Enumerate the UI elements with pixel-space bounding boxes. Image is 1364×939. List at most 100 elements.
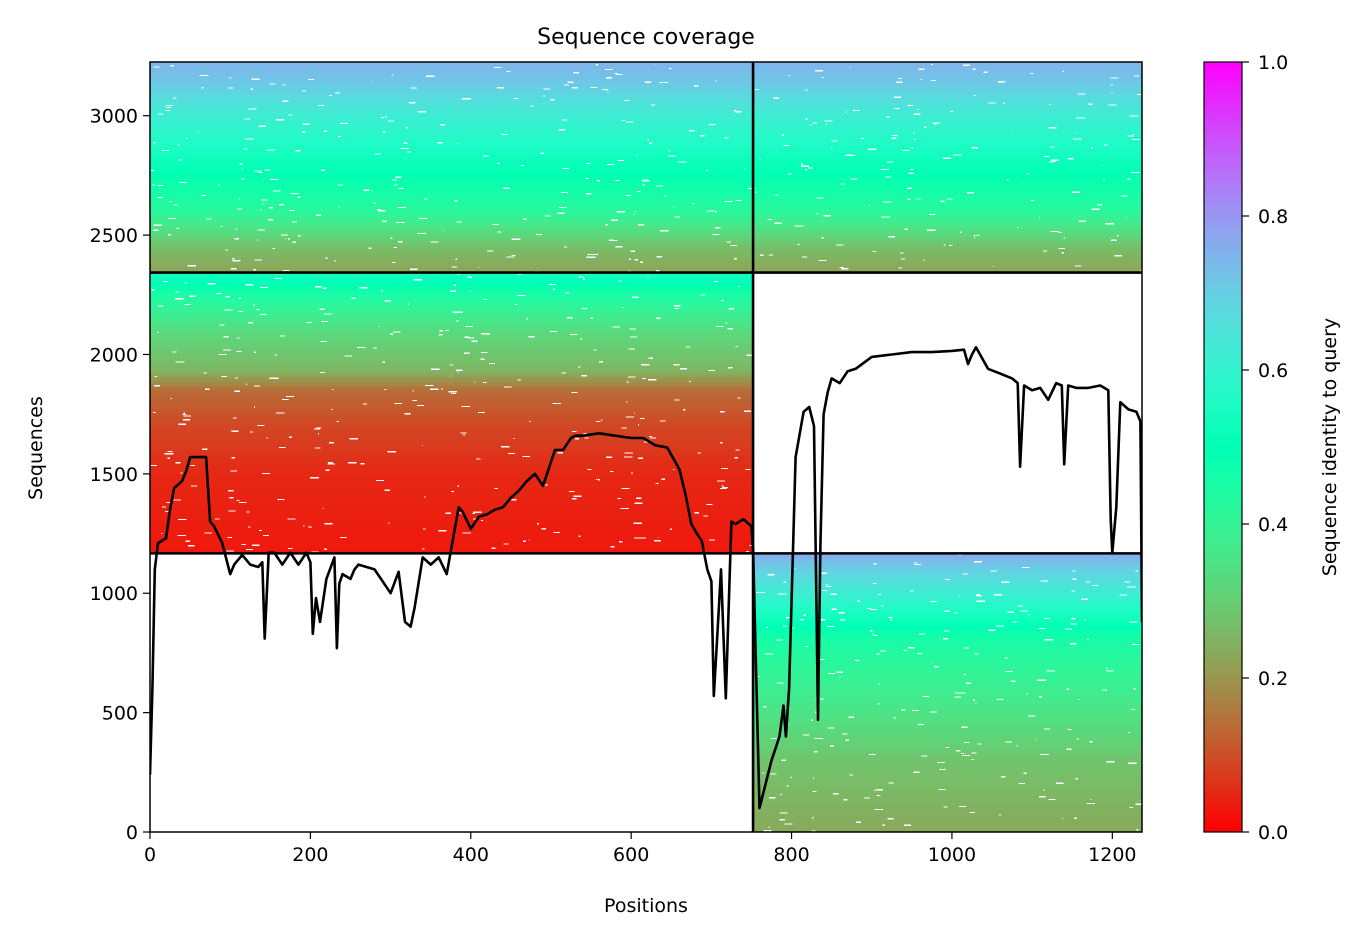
msa-row-band: [150, 135, 1142, 137]
msa-gap: [1011, 680, 1016, 682]
msa-row-band: [150, 84, 1142, 87]
msa-gap: [1129, 807, 1133, 809]
msa-gap: [823, 215, 831, 217]
msa-row-band: [150, 319, 754, 322]
msa-row-band: [150, 445, 754, 448]
msa-row-band: [150, 425, 754, 428]
msa-gap: [154, 385, 160, 387]
msa-gap: [755, 191, 757, 193]
msa-gap: [236, 499, 240, 502]
msa-gap: [360, 463, 365, 465]
msa-row-band: [150, 339, 754, 342]
msa-row-band: [150, 503, 754, 505]
msa-row-band: [150, 529, 754, 531]
colorbar: 0.00.20.40.60.81.0 Sequence identity to …: [1203, 52, 1341, 844]
msa-gap: [189, 295, 196, 297]
msa-gap: [885, 176, 891, 178]
msa-row-band: [150, 292, 754, 295]
msa-gap: [756, 675, 761, 678]
msa-row-band: [753, 591, 1142, 593]
msa-gap: [464, 352, 470, 354]
msa-gap: [177, 144, 180, 146]
msa-gap: [596, 64, 599, 66]
msa-gap: [260, 313, 267, 316]
msa-gap: [940, 200, 945, 202]
msa-row-band: [150, 441, 754, 444]
msa-row-band: [150, 398, 754, 401]
msa-row-band: [753, 612, 1142, 615]
msa-row-band: [150, 231, 1142, 233]
msa-gap: [898, 267, 903, 269]
msa-row-band: [150, 222, 1142, 224]
msa-row-band: [150, 195, 1142, 197]
msa-gap: [637, 424, 640, 426]
msa-row-band: [150, 73, 1142, 75]
msa-gap: [289, 210, 296, 212]
msa-row-band: [753, 598, 1142, 600]
msa-row-band: [753, 700, 1142, 702]
msa-gap: [805, 169, 808, 171]
msa-row-band: [150, 402, 754, 405]
msa-gap: [770, 773, 777, 775]
msa-gap: [929, 711, 938, 713]
msa-gap: [231, 457, 235, 459]
msa-gap: [1050, 231, 1059, 233]
msa-gap: [907, 187, 913, 189]
msa-gap: [549, 331, 557, 333]
msa-row-band: [150, 221, 1142, 223]
msa-gap: [907, 104, 914, 107]
msa-row-band: [150, 318, 754, 320]
msa-row-band: [150, 203, 1142, 206]
msa-row-band: [753, 693, 1142, 695]
msa-gap: [919, 633, 925, 635]
msa-gap: [975, 702, 977, 705]
msa-row-band: [753, 654, 1142, 656]
msa-gap: [954, 696, 962, 698]
msa-gap: [621, 119, 625, 122]
msa-gap: [706, 210, 715, 212]
msa-gap: [1077, 698, 1080, 701]
msa-gap: [261, 472, 271, 475]
msa-gap: [246, 511, 250, 513]
msa-row-band: [753, 826, 1142, 828]
msa-gap: [709, 123, 716, 126]
msa-gap: [1071, 618, 1076, 620]
msa-row-band: [150, 269, 1142, 272]
msa-gap: [233, 417, 237, 419]
msa-row-band: [150, 407, 754, 409]
msa-gap: [909, 590, 914, 592]
msa-row-band: [753, 789, 1142, 791]
msa-row-band: [150, 127, 1142, 130]
msa-gap: [325, 257, 328, 259]
msa-gap: [839, 266, 844, 269]
msa-gap: [470, 290, 472, 292]
msa-gap: [337, 184, 343, 186]
msa-gap: [755, 88, 760, 91]
msa-gap: [462, 532, 472, 534]
msa-row-band: [753, 751, 1142, 754]
msa-gap: [807, 167, 813, 169]
msa-gap: [408, 102, 416, 104]
msa-gap: [655, 270, 660, 272]
msa-row-band: [753, 760, 1142, 762]
msa-gap: [974, 653, 979, 655]
msa-gap: [339, 537, 347, 539]
msa-gap: [222, 349, 231, 351]
msa-row-band: [150, 229, 1142, 232]
msa-gap: [1062, 817, 1064, 820]
msa-gap: [888, 617, 893, 619]
msa-gap: [378, 325, 380, 328]
msa-row-band: [150, 322, 754, 325]
msa-gap: [647, 139, 650, 141]
msa-gap: [548, 283, 557, 285]
msa-row-band: [753, 670, 1142, 672]
msa-gap: [901, 709, 906, 711]
msa-row-band: [150, 443, 754, 445]
msa-gap: [1090, 798, 1092, 801]
msa-gap: [199, 74, 209, 77]
msa-gap: [821, 76, 824, 79]
msa-gap: [480, 519, 484, 522]
msa-gap: [315, 447, 321, 449]
msa-gap: [1021, 182, 1024, 184]
msa-gap: [586, 162, 591, 165]
